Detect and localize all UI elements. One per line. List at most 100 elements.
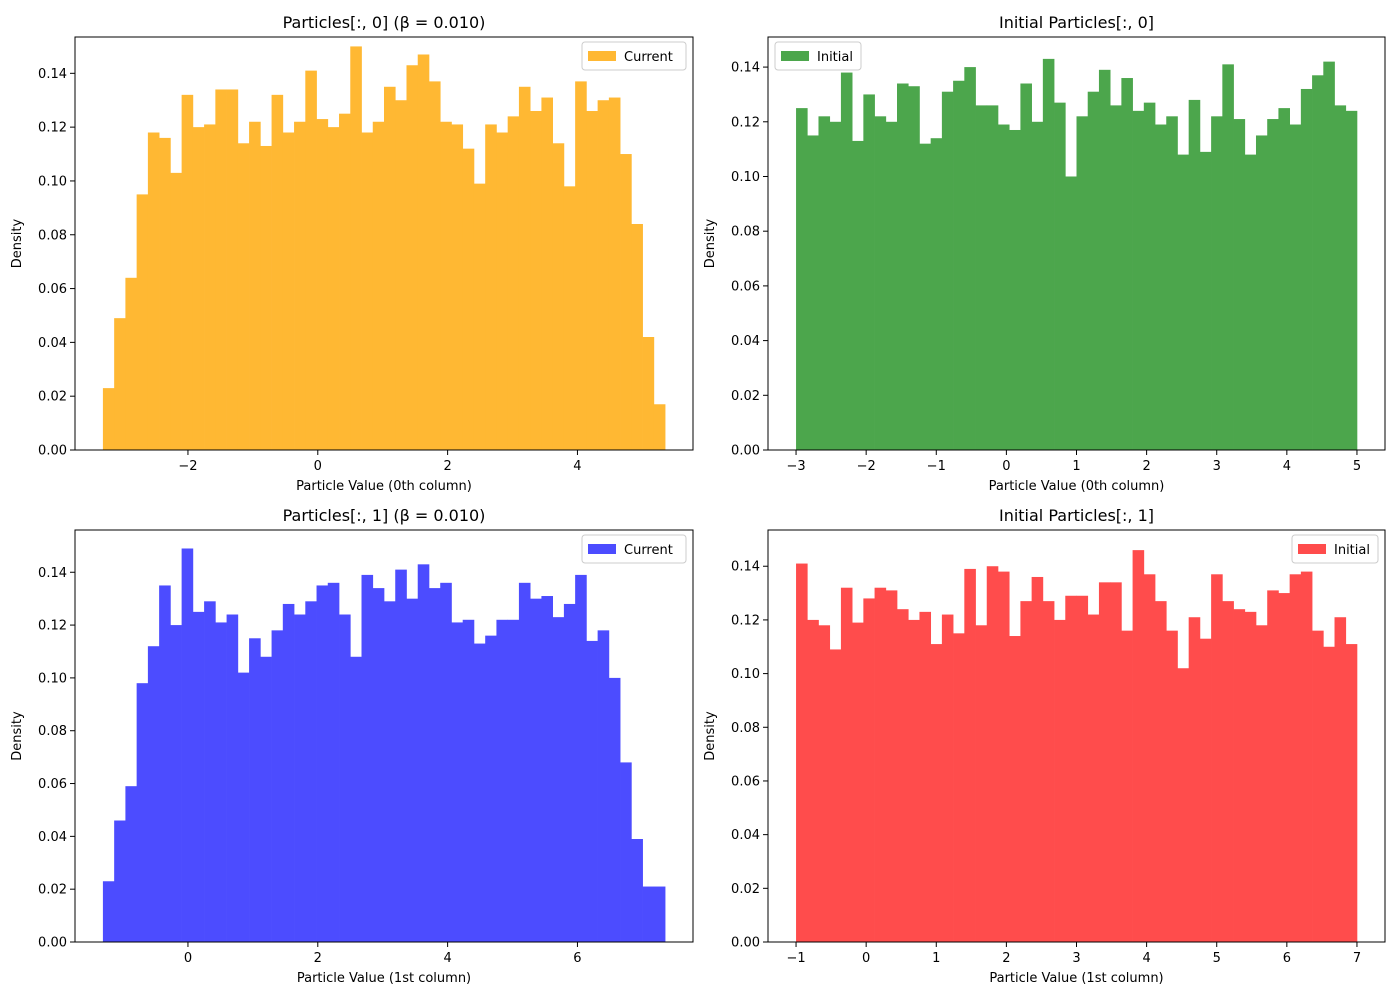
x-tick-label: 0 [314,459,322,474]
histogram-bar [507,116,520,451]
histogram-bar [260,145,272,450]
legend-swatch [1298,544,1326,554]
x-tick-label: 2 [1142,459,1150,474]
y-tick-label: 0.04 [38,830,67,845]
histogram-bar [1031,121,1044,450]
x-tick-label: 6 [1283,951,1291,966]
histogram-bar [1076,116,1089,450]
histogram-bar [384,86,396,450]
histogram-bar [316,585,329,942]
x-tick-label: 1 [1072,459,1080,474]
histogram-bar [908,619,920,942]
x-axis-label: Particle Value (0th column) [296,479,472,494]
subplot-3: 0 2 4 6 0.00 0.02 0.04 0.06 0.08 0.10 0.12 0.14 Part… [10,506,694,986]
histogram-bar [125,277,137,450]
y-tick-label: 0.12 [731,613,760,628]
histogram-bar [249,121,261,450]
y-tick-label: 0.00 [38,444,67,459]
y-tick-label: 0.04 [731,828,760,843]
histogram-bar [807,619,819,942]
histogram-bar [159,137,171,450]
histogram-bar [204,124,216,450]
histogram-bar [1289,124,1302,451]
legend-label: Initial [817,50,853,65]
histogram-bar [1267,119,1279,451]
legend-box [581,534,687,564]
axes-frame [74,36,694,451]
histogram-bar [181,548,194,942]
histogram-bar [1278,593,1290,942]
histogram-bar [1177,154,1190,451]
histogram-bar [586,110,598,451]
histogram-bar [1233,609,1246,942]
histogram-bar [451,622,464,942]
histogram-bar [541,97,553,450]
x-tick-label: 1 [932,951,940,966]
histogram-bar [919,611,932,942]
histogram-bar [1222,601,1234,942]
histogram-bar [1300,88,1313,450]
y-tick-label: 0.14 [38,67,67,82]
x-tick-label: 2 [443,459,451,474]
histogram-bar [181,94,194,450]
histogram-bar [1087,614,1100,942]
histogram-bar [997,571,1010,942]
legend-box [581,41,687,71]
histogram-bar [1121,630,1133,942]
histogram-bar [327,582,340,942]
y-tick-label: 0.02 [731,389,760,404]
chart-title: Initial Particles[:, 0] [999,13,1154,32]
x-tick-label: 4 [443,951,451,966]
y-axis-ticks: 0.00 0.02 0.04 0.06 0.08 0.10 0.12 0.14 [38,566,75,951]
histogram-bar [575,574,587,942]
histogram-bar [1166,116,1178,450]
legend: Current [581,41,687,71]
y-axis-label: Density [703,218,718,268]
x-axis-label: Particle Value (0th column) [989,479,1165,494]
histogram-bar [586,640,598,942]
histogram-bar [818,625,831,942]
histogram-bar [451,124,464,450]
y-axis-label: Density [703,711,718,761]
histogram-bar [496,619,509,942]
histogram-bar [440,121,452,450]
histogram-bar [829,121,842,450]
y-tick-label: 0.02 [38,883,67,898]
histogram-bar [597,630,610,942]
histogram-bar [840,72,853,450]
x-tick-label: 4 [1283,459,1291,474]
histogram-bar [1020,601,1032,942]
histogram-bar [147,132,160,450]
axes-frame [74,529,694,943]
histogram-bar [552,617,565,942]
histogram-bar [1177,668,1190,942]
histogram-bar [159,585,171,942]
x-tick-label: −1 [927,459,946,474]
histogram-bar [1042,601,1055,942]
histogram-bar [485,124,497,450]
histogram-bar [863,94,875,450]
histogram-bar [1345,644,1358,942]
legend-swatch [781,51,809,61]
legend-box [774,41,862,71]
histogram-bar [975,625,988,942]
histogram-bar [518,582,531,942]
histogram-bar [406,598,419,942]
histogram-bar [1042,58,1055,450]
x-tick-label: −3 [786,459,805,474]
x-axis-label: Particle Value (1st column) [297,971,471,986]
histogram-bar [919,143,932,451]
histogram-bar [428,81,441,450]
legend-label: Initial [1334,543,1370,558]
histogram-bar [316,119,329,450]
x-axis-ticks: −1 0 1 2 3 4 5 6 7 [786,942,1361,966]
histogram-bar [997,124,1010,451]
y-tick-label: 0.06 [731,279,760,294]
histogram-bar [930,644,943,942]
y-tick-label: 0.08 [38,228,67,243]
x-tick-label: −2 [178,459,197,474]
histogram-bar [1076,595,1089,942]
y-tick-label: 0.10 [731,667,760,682]
histogram-bar [1244,154,1257,451]
histogram-bar [1020,83,1032,450]
